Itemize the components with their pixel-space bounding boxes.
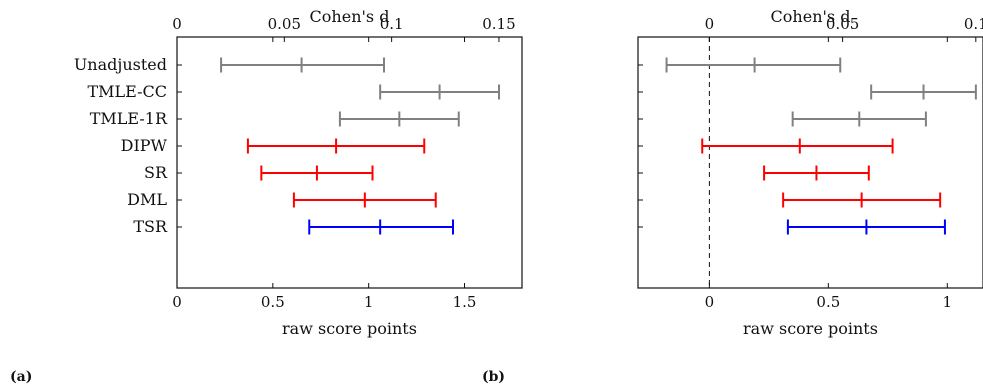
x-axis-label: raw score points bbox=[743, 319, 878, 338]
top-tick-label: 0.05 bbox=[826, 15, 859, 33]
x-tick-label: 0 bbox=[705, 293, 715, 311]
top-axis-label: Cohen's d bbox=[771, 7, 851, 26]
chart-panel-2: 0 0.5 1 0 0.05 0.1 Cohen's d raw score points (b… bbox=[482, 7, 983, 385]
category-label: DML bbox=[127, 190, 167, 209]
x-tick-label: 0.5 bbox=[261, 293, 285, 311]
panel-label: (a) bbox=[10, 369, 32, 385]
plot-frame bbox=[637, 36, 983, 289]
top-tick-label: 0.15 bbox=[482, 15, 515, 33]
x-tick-label: 1 bbox=[364, 293, 374, 311]
top-tick-label: 0 bbox=[705, 15, 715, 33]
x-axis-label: raw score points bbox=[282, 319, 417, 338]
top-tick-label: 0.1 bbox=[380, 15, 404, 33]
top-tick-label: 0.05 bbox=[268, 15, 301, 33]
plot-frame bbox=[176, 36, 523, 289]
top-axis-label: Cohen's d bbox=[310, 7, 390, 26]
category-label: TSR bbox=[133, 217, 168, 236]
x-tick-label: 1 bbox=[943, 293, 953, 311]
x-tick-label: 0.5 bbox=[816, 293, 840, 311]
x-tick-label: 1.5 bbox=[453, 293, 477, 311]
x-tick-label: 0 bbox=[172, 293, 182, 311]
category-label: Unadjusted bbox=[74, 55, 167, 74]
category-label: TMLE-1R bbox=[90, 109, 168, 128]
category-label: SR bbox=[144, 163, 168, 182]
chart-panel-1: 0 0.5 1 1.5 0 0.05 0.1 0.15 Cohen's d raw score p… bbox=[10, 7, 523, 385]
panel-label: (b) bbox=[482, 369, 505, 385]
top-tick-label: 0 bbox=[172, 15, 182, 33]
category-label: DIPW bbox=[121, 136, 168, 155]
top-tick-label: 0.1 bbox=[964, 15, 983, 33]
category-label: TMLE-CC bbox=[87, 82, 167, 101]
